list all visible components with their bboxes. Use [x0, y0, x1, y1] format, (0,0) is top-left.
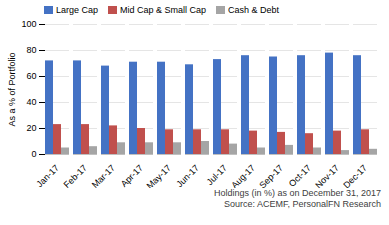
svg-text:100: 100: [21, 19, 36, 29]
svg-text:Mar-17: Mar-17: [90, 163, 117, 188]
svg-text:Aug-17: Aug-17: [229, 163, 257, 188]
svg-text:Sep-17: Sep-17: [257, 163, 285, 188]
svg-text:Jun-17: Jun-17: [174, 163, 201, 188]
svg-text:Dec-17: Dec-17: [341, 163, 369, 188]
svg-text:80: 80: [26, 45, 36, 55]
svg-text:Feb-17: Feb-17: [62, 163, 89, 188]
svg-text:Apr-17: Apr-17: [119, 163, 145, 188]
svg-text:Jan-17: Jan-17: [34, 163, 61, 188]
svg-text:Jul-17: Jul-17: [205, 163, 229, 187]
html-text:Source: ACEMF, PersonalFN Rese: Source: ACEMF, PersonalFN Research: [223, 199, 381, 209]
svg-text:Nov-17: Nov-17: [313, 163, 341, 188]
svg-text:0: 0: [31, 149, 36, 159]
svg-text:60: 60: [26, 71, 36, 81]
svg-text:Oct-17: Oct-17: [287, 163, 313, 188]
html-text:Mid Cap & Small Cap: Mid Cap & Small Cap: [120, 4, 207, 15]
html-text:Cash & Debt: Cash & Debt: [228, 4, 280, 15]
html-text:Large Cap: Large Cap: [56, 4, 98, 15]
svg-text:May-17: May-17: [145, 163, 173, 188]
svg-text:20: 20: [26, 123, 36, 133]
html-text:Holdings (in %) as on December: Holdings (in %) as on December 31, 2017: [213, 188, 381, 198]
svg-text:As a % of Portfolio: As a % of Portfolio: [7, 52, 17, 126]
svg-text:40: 40: [26, 97, 36, 107]
